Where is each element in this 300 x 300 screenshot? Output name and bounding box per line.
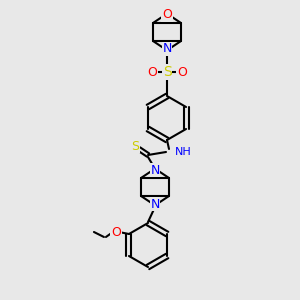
Text: N: N [150, 164, 160, 176]
Text: NH: NH [175, 147, 192, 157]
Text: O: O [162, 8, 172, 22]
Text: O: O [177, 65, 187, 79]
Text: N: N [162, 43, 172, 56]
Text: O: O [147, 65, 157, 79]
Text: O: O [111, 226, 121, 238]
Text: S: S [131, 140, 139, 152]
Text: S: S [163, 65, 171, 79]
Text: N: N [150, 197, 160, 211]
